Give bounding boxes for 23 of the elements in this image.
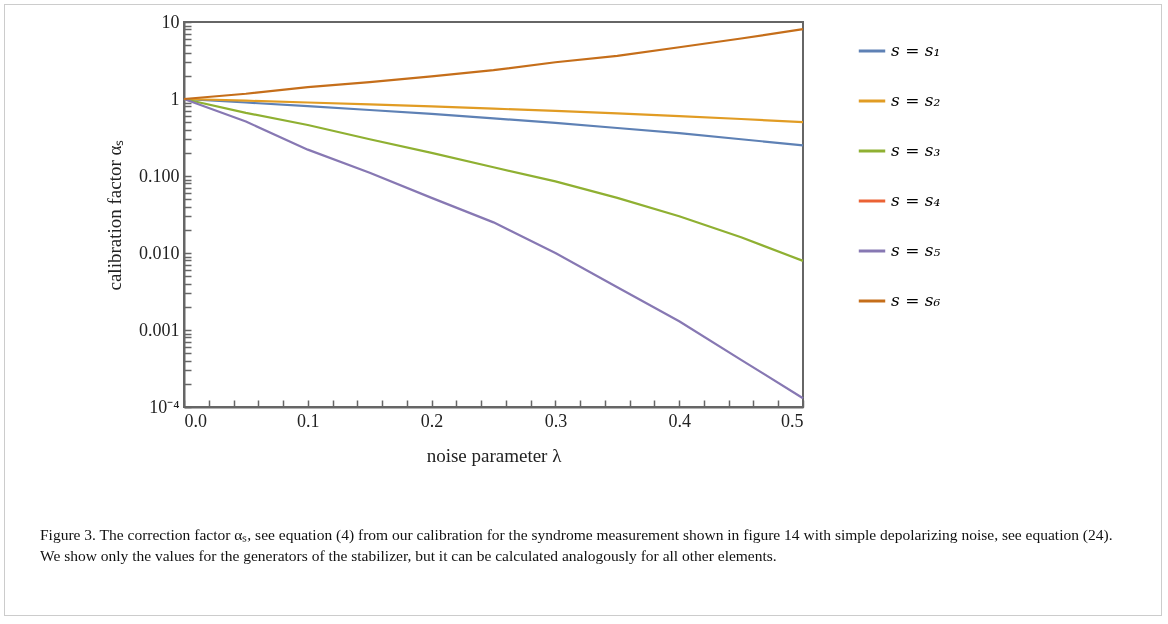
legend-label: s = s₆ xyxy=(891,290,941,310)
line-series xyxy=(182,27,805,101)
line-series xyxy=(182,97,805,400)
y-tick-label: 0.100 xyxy=(139,165,180,186)
x-tick-label: 0.3 xyxy=(544,410,568,431)
x-tick-label: 0.4 xyxy=(668,410,691,431)
y-tick-label: 10⁻⁴ xyxy=(149,396,180,417)
legend-label: s = s₅ xyxy=(891,240,941,260)
legend-label: s = s₂ xyxy=(891,90,941,110)
legend-label: s = s₃ xyxy=(891,140,941,160)
y-tick-label: 0.001 xyxy=(139,319,180,340)
caption: Figure 3. The correction factor αₛ, see equation (4) from our calibration for the syndrome measurement shown in figure 14 with simple depolarizing noise, see equation (24). We show only the values for the generators of the stabilizer, but it can be calculated analogously for all other elements. xyxy=(40,525,1114,566)
legend-label: s = s₄ xyxy=(891,190,941,210)
x-axis-title: noise parameter λ xyxy=(426,444,563,466)
y-axis-title: calibration factor αₛ xyxy=(104,139,125,291)
x-tick-label: 0.0 xyxy=(184,410,207,431)
x-tick-label: 0.5 xyxy=(781,410,804,431)
x-tick-label: 0.2 xyxy=(420,410,444,431)
y-tick-label: 10 xyxy=(161,11,180,32)
legend-label: s = s₁ xyxy=(891,40,941,60)
y-tick-label: 0.010 xyxy=(139,242,180,263)
x-tick-label: 0.1 xyxy=(297,410,320,431)
y-tick-label: 1 xyxy=(170,88,180,109)
